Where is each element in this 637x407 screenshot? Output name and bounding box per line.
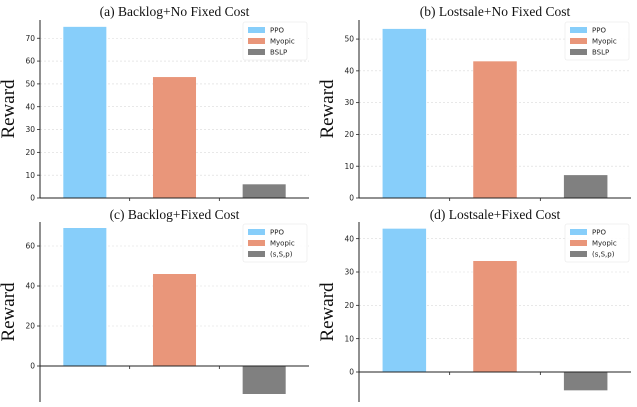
chart-panel-1: (a) Backlog+No Fixed Cost Reward 0 10 20 30 40… <box>0 4 309 203</box>
bar-myopic <box>473 261 517 372</box>
y-tick-label: 40 <box>344 234 354 243</box>
y-axis-label: Reward <box>0 282 19 342</box>
y-tick-label: 20 <box>25 322 35 331</box>
y-tick-label: 0 <box>349 368 354 377</box>
legend-label: (s,S,p) <box>270 251 293 259</box>
legend: PPO Myopic BSLP <box>564 21 630 61</box>
bar-ppo <box>63 26 107 198</box>
y-tick-label: 40 <box>25 102 35 111</box>
y-tick-label: 50 <box>25 79 35 88</box>
legend-label: PPO <box>270 229 284 237</box>
legend: PPO Myopic BSLP <box>242 21 308 61</box>
legend-label: BSLP <box>592 49 609 57</box>
legend-label: PPO <box>270 27 284 35</box>
y-tick-label: 0 <box>349 194 354 203</box>
y-tick-label: 40 <box>344 66 354 75</box>
chart-panel-4: (d) Lostsale+Fixed Cost Reward 0 10 20 30 40 PP… <box>317 207 631 402</box>
legend: PPO Myopic (s,S,p) <box>564 223 630 263</box>
chart-title: (d) Lostsale+Fixed Cost <box>430 207 561 222</box>
y-tick-label: 20 <box>344 301 354 310</box>
y-tick-label: 70 <box>25 34 35 43</box>
legend-swatch <box>248 49 265 55</box>
y-tick-label: 10 <box>344 162 354 171</box>
bar-myopic <box>152 274 197 366</box>
legend-label: Myopic <box>270 240 295 248</box>
legend-label: Myopic <box>270 38 295 46</box>
y-axis-label: Reward <box>317 79 338 139</box>
bar-s-s-p <box>242 366 286 394</box>
bar-myopic <box>473 61 517 199</box>
chart-panel-3: (c) Backlog+Fixed Cost Reward 0 20 40 60 PPO My… <box>0 207 309 402</box>
y-axis-label: Reward <box>317 282 338 342</box>
y-tick-label: 60 <box>25 242 35 251</box>
bar-ppo <box>63 228 107 366</box>
chart-title: (a) Backlog+No Fixed Cost <box>100 4 250 19</box>
legend-swatch <box>248 229 265 235</box>
legend-label: PPO <box>592 229 606 237</box>
chart-panel-2: (b) Lostsale+No Fixed Cost Reward 0 10 20 30 4… <box>317 4 631 203</box>
y-tick-label: 0 <box>30 194 35 203</box>
y-tick-label: 40 <box>25 282 35 291</box>
chart-title: (c) Backlog+Fixed Cost <box>110 207 240 222</box>
y-tick-label: 10 <box>344 334 354 343</box>
legend-swatch <box>570 251 587 257</box>
legend: PPO Myopic (s,S,p) <box>242 223 308 263</box>
y-tick-label: 10 <box>25 171 35 180</box>
y-tick-label: 20 <box>344 130 354 139</box>
legend-swatch <box>570 229 587 235</box>
y-tick-label: 30 <box>25 125 35 134</box>
legend-swatch <box>248 240 265 246</box>
y-axis-label: Reward <box>0 79 19 139</box>
legend-swatch <box>248 251 265 257</box>
bar-ppo <box>382 228 427 372</box>
legend-swatch <box>570 240 587 246</box>
legend-label: Myopic <box>592 240 617 248</box>
legend-label: BSLP <box>270 49 287 57</box>
y-tick-label: 60 <box>25 57 35 66</box>
bar-ppo <box>382 28 427 199</box>
legend-swatch <box>248 27 265 33</box>
bar-s-s-p <box>563 372 608 391</box>
legend-swatch <box>570 49 587 55</box>
y-tick-label: 30 <box>344 268 354 277</box>
legend-swatch <box>570 38 587 44</box>
legend-swatch <box>570 27 587 33</box>
legend-label: Myopic <box>592 38 617 46</box>
legend-swatch <box>248 38 265 44</box>
chart-title: (b) Lostsale+No Fixed Cost <box>420 4 571 19</box>
y-tick-label: 30 <box>344 98 354 107</box>
bar-bslp <box>242 184 286 198</box>
y-tick-label: 0 <box>30 362 35 371</box>
y-tick-label: 50 <box>344 35 354 44</box>
legend-label: PPO <box>592 27 606 35</box>
bar-myopic <box>152 77 197 198</box>
y-tick-label: 20 <box>25 148 35 157</box>
legend-label: (s,S,p) <box>592 251 615 259</box>
bar-bslp <box>563 175 608 198</box>
